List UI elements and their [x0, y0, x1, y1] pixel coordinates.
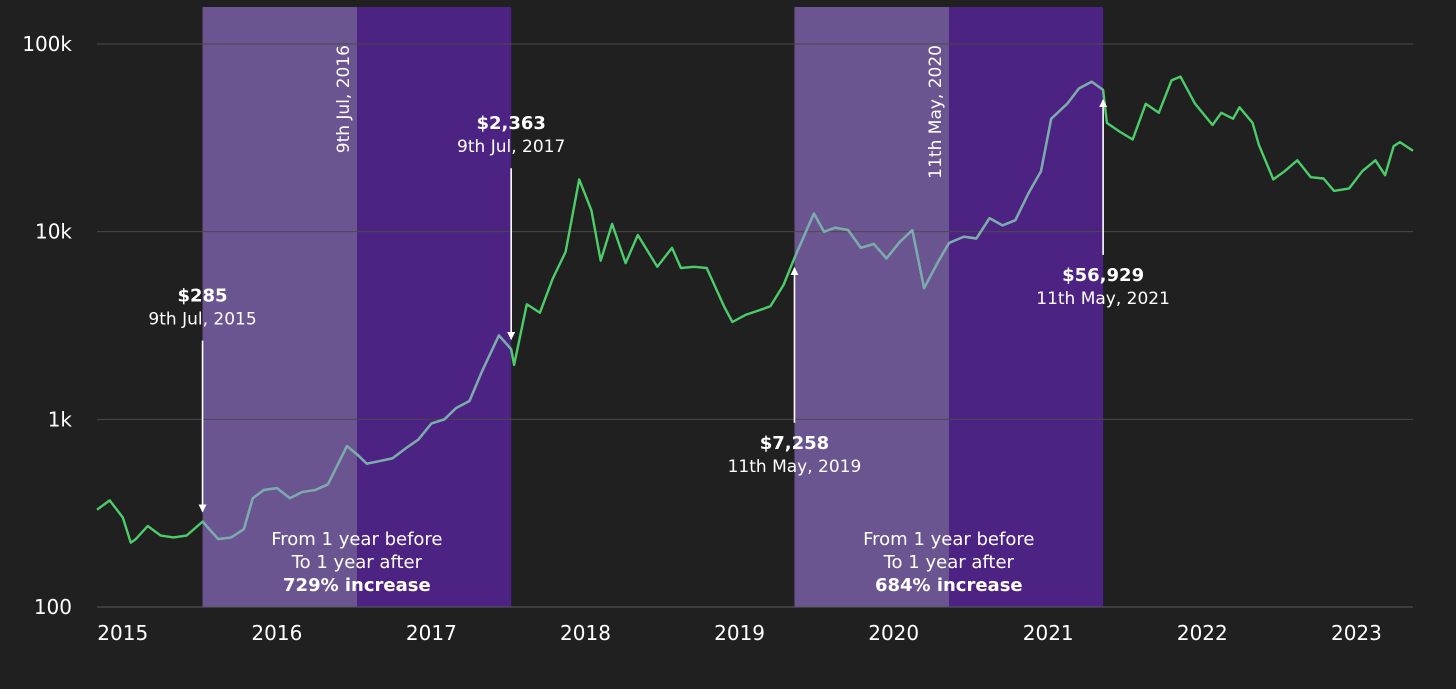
halving-bands: [202, 7, 1104, 607]
band-note-line2-1: To 1 year after: [291, 552, 423, 573]
band-note-line3-2: 684% increase: [875, 575, 1023, 596]
halving-band-after-1: [357, 7, 512, 607]
price-series: [96, 75, 1414, 544]
annotation-price-4: $56,929: [1062, 265, 1144, 286]
x-tick-label-2023: 2023: [1331, 621, 1382, 645]
x-tick-label-2017: 2017: [406, 621, 457, 645]
x-tick-label-2019: 2019: [714, 621, 765, 645]
grid-lines: [97, 43, 1413, 608]
x-tick-label-2018: 2018: [560, 621, 611, 645]
axis-tick-labels: 100 1k 10k 100k 2015 2016 2017 2018 2019 2020 2021…: [22, 32, 1382, 645]
x-tick-label-2022: 2022: [1177, 621, 1228, 645]
band-note-line3-1: 729% increase: [283, 575, 431, 596]
x-tick-label-2016: 2016: [251, 621, 302, 645]
annotation-price-3: $7,258: [760, 433, 829, 454]
annotation-date-4: 11th May, 2021: [1036, 289, 1170, 309]
halving-band-after-2: [949, 7, 1104, 607]
halving-date-label-1: 9th Jul, 2016: [334, 45, 354, 153]
y-tick-label-1k: 1k: [48, 407, 73, 431]
annotation-date-1: 9th Jul, 2015: [148, 310, 256, 330]
annotation-date-2: 9th Jul, 2017: [457, 137, 565, 157]
annotations: $285 9th Jul, 2015 $2,363 9th Jul, 2017 $7,2…: [148, 45, 1170, 596]
x-tick-label-2021: 2021: [1023, 621, 1074, 645]
band-note-line2-2: To 1 year after: [883, 552, 1015, 573]
x-tick-label-2015: 2015: [97, 621, 148, 645]
band-note-line1-2: From 1 year before: [863, 529, 1034, 550]
annotation-date-3: 11th May, 2019: [728, 457, 862, 477]
y-tick-label-10k: 10k: [35, 220, 72, 244]
annotation-price-2: $2,363: [476, 113, 545, 134]
y-tick-label-100k: 100k: [22, 32, 72, 56]
halving-band-before-2: [794, 7, 950, 607]
x-tick-label-2020: 2020: [868, 621, 919, 645]
halving-band-before-1: [202, 7, 358, 607]
band-note-line1-1: From 1 year before: [271, 529, 442, 550]
annotation-price-1: $285: [177, 286, 227, 307]
halving-date-label-2: 11th May, 2020: [926, 45, 946, 179]
y-tick-label-100: 100: [34, 595, 72, 619]
